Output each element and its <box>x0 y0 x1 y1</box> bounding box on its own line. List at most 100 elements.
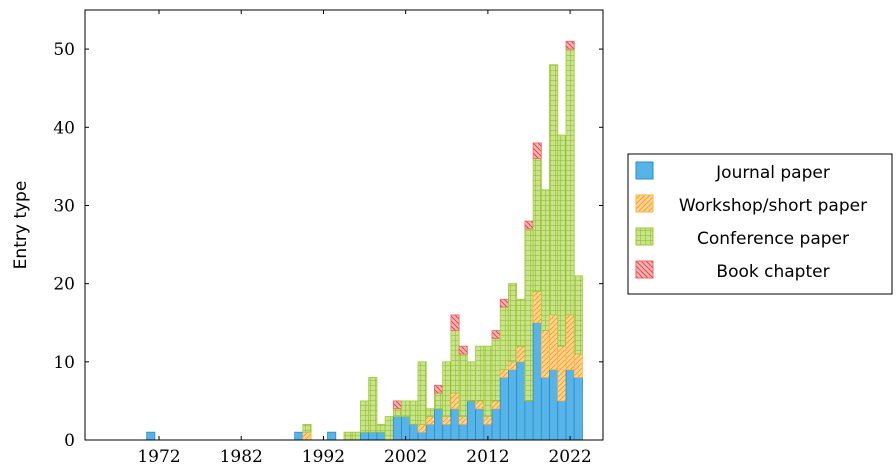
bar-journal-paper-2018 <box>532 322 542 441</box>
bar-conference-paper-2011 <box>475 345 485 402</box>
bar-conference-paper-1990 <box>302 423 312 433</box>
bar-conference-paper-2008 <box>450 330 460 394</box>
bar-workshop-short-paper-2015 <box>508 361 518 371</box>
bar-journal-paper-2009 <box>458 423 468 441</box>
bar-conference-paper-1999 <box>376 423 386 433</box>
bar-book-chapter-2017 <box>524 220 534 230</box>
bar-conference-paper-1998 <box>368 377 378 433</box>
y-tick-label: 10 <box>53 353 75 373</box>
bar-journal-paper-2021 <box>557 400 567 441</box>
bar-book-chapter-2008 <box>450 314 460 331</box>
bar-conference-paper-2010 <box>466 361 476 402</box>
bar-workshop-short-paper-2021 <box>557 345 567 402</box>
y-axis-title: Entry type <box>11 181 31 270</box>
bar-workshop-short-paper-2005 <box>425 416 435 425</box>
bar-journal-paper-2001 <box>392 416 402 441</box>
y-tick-label: 20 <box>53 275 75 295</box>
bar-journal-paper-2014 <box>499 377 509 441</box>
bar-conference-paper-2016 <box>516 298 526 347</box>
legend-label: Journal paper <box>715 163 830 183</box>
legend-frame <box>627 153 893 295</box>
bar-conference-paper-1995 <box>343 431 353 441</box>
bar-journal-paper-2005 <box>425 423 435 441</box>
bar-conference-paper-2019 <box>540 189 550 331</box>
legend-swatch <box>635 161 654 180</box>
bar-conference-paper-2022 <box>565 48 575 316</box>
bar-journal-paper-2011 <box>475 408 485 441</box>
y-tick-label: 40 <box>53 118 75 138</box>
bar-journal-paper-2023 <box>573 377 583 441</box>
bar-conference-paper-1997 <box>360 400 370 433</box>
bar-conference-paper-2009 <box>458 353 468 417</box>
bar-conference-paper-2006 <box>434 392 444 410</box>
bar-journal-paper-2003 <box>409 423 419 441</box>
x-tick-label: 1992 <box>302 447 345 466</box>
bar-journal-paper-2020 <box>549 369 559 441</box>
bar-book-chapter-2006 <box>434 384 444 394</box>
bar-book-chapter-2013 <box>491 330 501 339</box>
x-axis: 1972 1982 1992 2002 2012 2022 <box>137 10 592 466</box>
x-tick-label: 2012 <box>466 447 509 466</box>
bar-journal-paper-1997 <box>360 431 370 441</box>
legend-swatch <box>635 194 654 213</box>
bar-workshop-short-paper-2018 <box>532 291 542 324</box>
bar-conference-paper-2015 <box>508 283 518 363</box>
legend-swatch <box>635 227 654 246</box>
bar-workshop-short-paper-2022 <box>565 314 575 371</box>
bar-conference-paper-2017 <box>524 228 534 402</box>
bar-conference-paper-2007 <box>442 361 452 417</box>
bar-journal-paper-2016 <box>516 361 526 441</box>
bar-journal-paper-1989 <box>294 431 304 441</box>
y-tick-label: 50 <box>53 40 75 60</box>
bar-conference-paper-2000 <box>384 416 394 441</box>
x-tick-label: 2022 <box>548 447 591 466</box>
bar-conference-paper-2013 <box>491 337 501 402</box>
y-tick-label: 0 <box>64 431 75 451</box>
y-tick-label: 30 <box>53 196 75 216</box>
bar-workshop-short-paper-2009 <box>458 416 468 425</box>
legend-label: Book chapter <box>716 262 829 282</box>
bar-journal-paper-2006 <box>434 408 444 441</box>
bar-workshop-short-paper-2014 <box>499 369 509 378</box>
plot-frame <box>84 9 604 441</box>
bar-workshop-short-paper-2004 <box>417 423 427 433</box>
bar-conference-paper-2012 <box>483 345 493 417</box>
bar-workshop-short-paper-1990 <box>302 431 312 441</box>
bar-conference-paper-2003 <box>409 400 419 425</box>
bar-workshop-short-paper-2008 <box>450 392 460 410</box>
bar-workshop-short-paper-2007 <box>442 416 452 425</box>
bar-conference-paper-2021 <box>557 134 567 347</box>
bar-workshop-short-paper-2013 <box>491 400 501 410</box>
bar-conference-paper-2001 <box>392 408 402 417</box>
bar-book-chapter-2014 <box>499 298 509 308</box>
legend-label: Conference paper <box>697 229 849 249</box>
bar-book-chapter-2022 <box>565 40 575 50</box>
bar-journal-paper-2019 <box>540 377 550 441</box>
bar-workshop-short-paper-2019 <box>540 330 550 378</box>
bar-book-chapter-2009 <box>458 345 468 355</box>
bar-workshop-short-paper-2011 <box>475 400 485 410</box>
bar-conference-paper-2014 <box>499 306 509 371</box>
bar-layer <box>146 40 583 441</box>
legend-label: Workshop/short paper <box>679 196 867 216</box>
bar-journal-paper-2004 <box>417 431 427 441</box>
bar-journal-paper-1998 <box>368 431 378 441</box>
y-axis: 0 10 20 30 40 50 <box>53 40 603 451</box>
bar-journal-paper-2008 <box>450 408 460 441</box>
bar-conference-paper-1996 <box>351 431 361 441</box>
bar-journal-paper-2017 <box>524 400 534 441</box>
bar-workshop-short-paper-2023 <box>573 353 583 378</box>
bar-journal-paper-1993 <box>327 431 337 441</box>
bar-conference-paper-2018 <box>532 158 542 292</box>
bar-journal-paper-2022 <box>565 369 575 441</box>
bar-journal-paper-2010 <box>466 400 476 441</box>
bar-workshop-short-paper-2020 <box>549 314 559 371</box>
legend-items: Journal paper Workshop/short paper Confere… <box>635 161 867 282</box>
legend-swatch <box>635 260 654 279</box>
bar-book-chapter-2018 <box>532 142 542 159</box>
x-tick-label: 2002 <box>384 447 427 466</box>
bar-conference-paper-2023 <box>573 275 583 355</box>
bar-book-chapter-2001 <box>392 400 402 410</box>
bar-journal-paper-1971 <box>146 431 156 441</box>
bar-conference-paper-2004 <box>417 361 427 425</box>
